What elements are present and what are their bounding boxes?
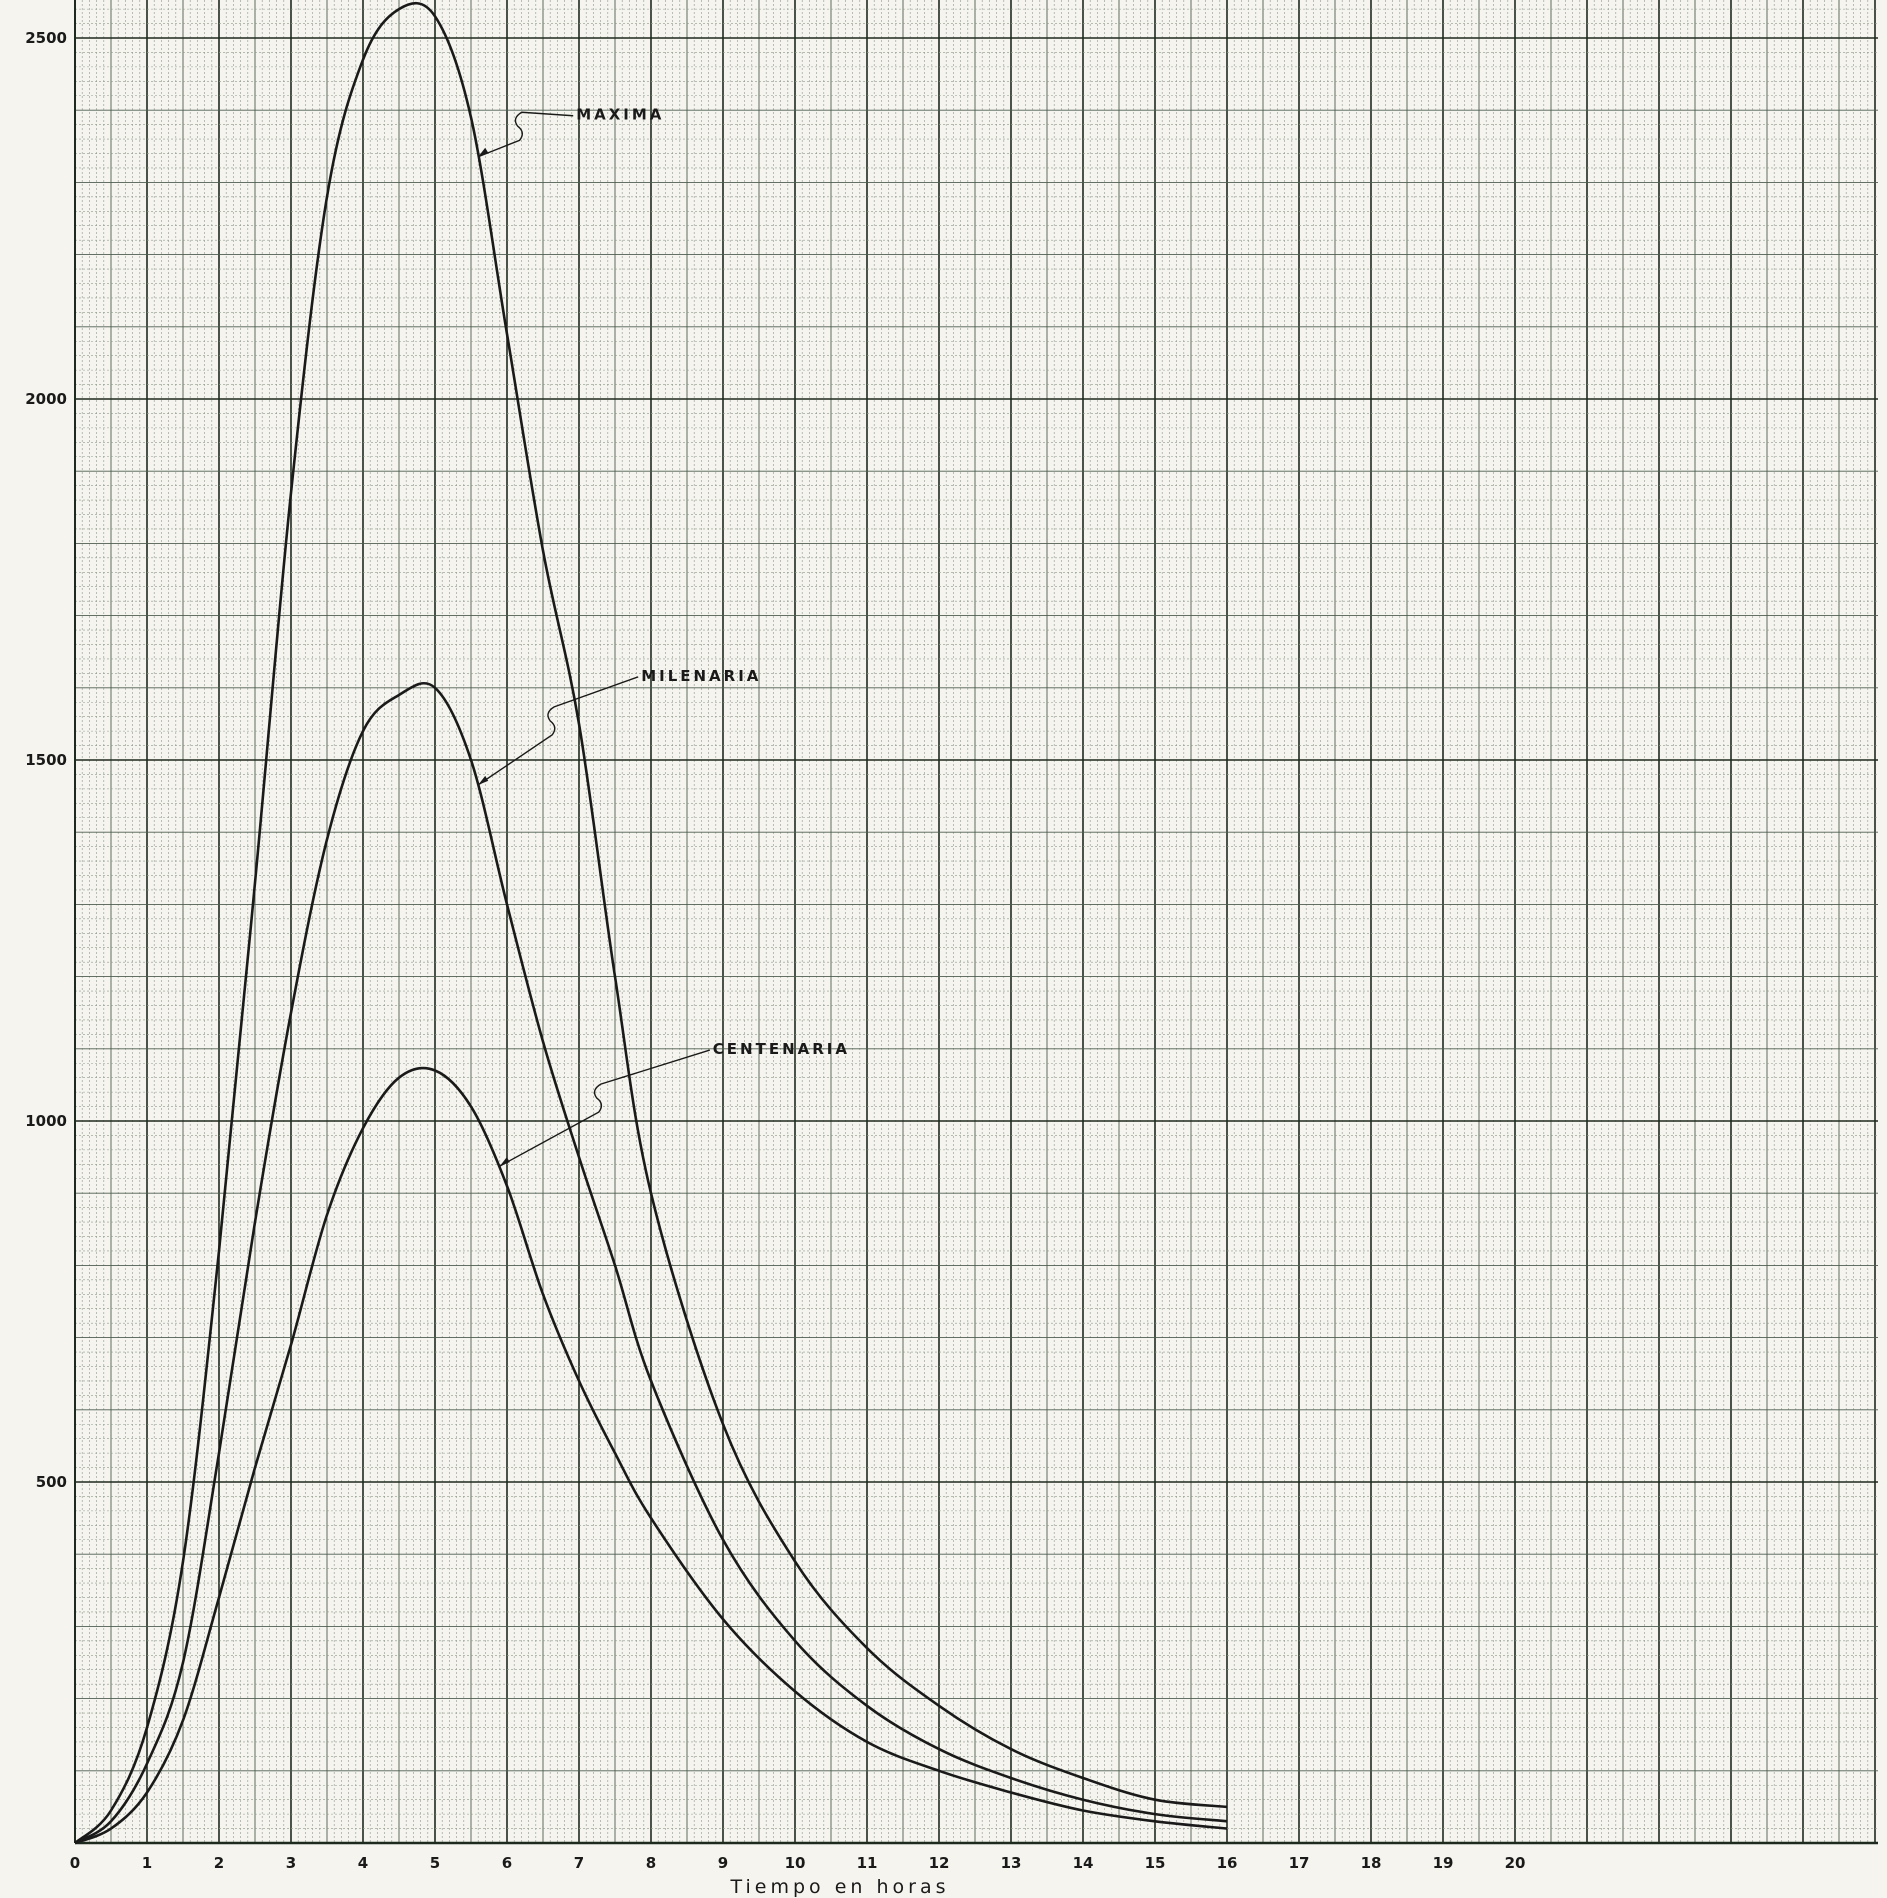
x-tick-label: 11: [857, 1854, 878, 1872]
x-tick-label: 13: [1001, 1854, 1022, 1872]
x-tick-label: 15: [1145, 1854, 1166, 1872]
y-tick-label: 2500: [25, 29, 67, 47]
x-tick-label: 17: [1289, 1854, 1310, 1872]
x-tick-label: 20: [1505, 1854, 1526, 1872]
x-tick-label: 19: [1433, 1854, 1454, 1872]
x-axis-title: Tiempo en horas: [729, 1876, 949, 1898]
x-tick-label: 9: [718, 1854, 728, 1872]
annotation-leader-maxima: [477, 111, 574, 158]
x-tick-label: 0: [70, 1854, 80, 1872]
x-tick-label: 5: [430, 1854, 440, 1872]
annotation-arrowhead-milenaria: [478, 775, 489, 785]
annotation-leader-milenaria: [477, 676, 639, 786]
series-line-maxima: [74, 1, 1228, 1845]
x-tick-label: 8: [646, 1854, 656, 1872]
x-tick-label: 7: [574, 1854, 584, 1872]
x-tick-label: 2: [214, 1854, 224, 1872]
annotations: MAXIMA MILENARIA CENTENARIA: [477, 106, 850, 1167]
annotation-label-maxima: MAXIMA: [576, 106, 664, 124]
annotation-leader-centenaria: [499, 1049, 711, 1167]
annotation-label-centenaria: CENTENARIA: [713, 1040, 850, 1058]
x-tick-label: 10: [785, 1854, 806, 1872]
x-tick-label: 18: [1361, 1854, 1382, 1872]
annotation-arrowhead-maxima: [478, 147, 489, 157]
annotation-label-milenaria: MILENARIA: [641, 667, 761, 685]
x-tick-label: 4: [358, 1854, 368, 1872]
series-curves: [74, 1, 1228, 1845]
x-tick-label: 3: [286, 1854, 296, 1872]
series-line-centenaria: [74, 1066, 1228, 1845]
y-tick-label: 500: [36, 1473, 67, 1491]
annotation-arrowhead-centenaria: [499, 1157, 510, 1167]
y-tick-label: 1500: [25, 751, 67, 769]
x-tick-label: 12: [929, 1854, 950, 1872]
x-tick-label: 14: [1073, 1854, 1094, 1872]
x-tick-label: 1: [142, 1854, 152, 1872]
tick-labels: 0 1 2 3 4 5 6 7 8 9 10 11 12 13 14 15 16 17 18 19 2050010001…: [25, 29, 1525, 1872]
y-tick-label: 1000: [25, 1112, 67, 1130]
y-tick-label: 2000: [25, 390, 67, 408]
grid: [74, 0, 1878, 1845]
series-line-milenaria: [74, 682, 1228, 1845]
x-tick-label: 6: [502, 1854, 512, 1872]
x-tick-label: 16: [1217, 1854, 1238, 1872]
